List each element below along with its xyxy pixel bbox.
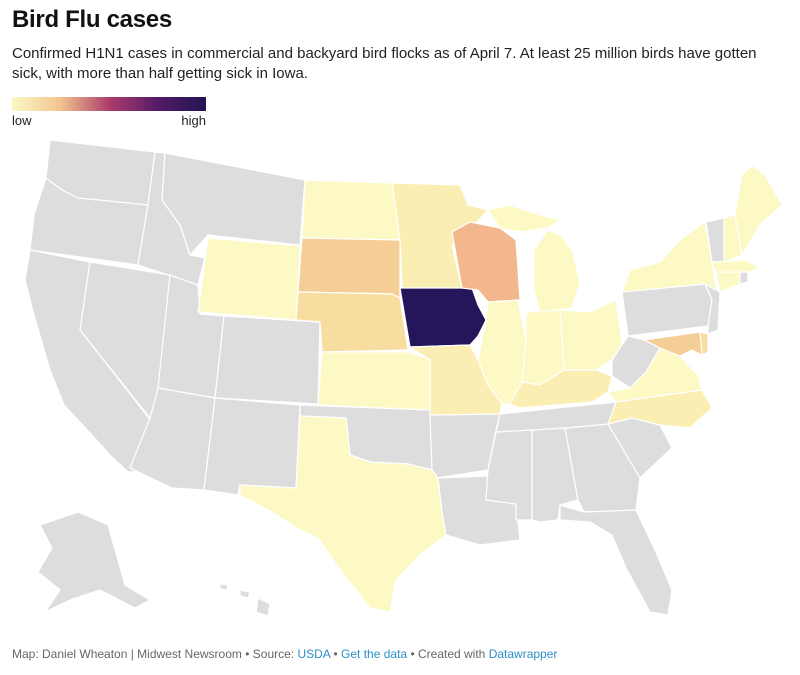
state-michigan-upper[interactable] bbox=[487, 204, 561, 233]
state-ohio[interactable] bbox=[559, 299, 623, 371]
state-florida[interactable] bbox=[559, 504, 673, 616]
datawrapper-link[interactable]: Datawrapper bbox=[488, 647, 558, 661]
state-south-dakota[interactable] bbox=[297, 237, 401, 299]
source-link[interactable]: USDA bbox=[297, 647, 331, 661]
get-data-link[interactable]: Get the data bbox=[341, 647, 408, 661]
state-maine[interactable] bbox=[734, 164, 783, 256]
footer-separator: • bbox=[333, 647, 338, 661]
state-new-mexico[interactable] bbox=[203, 397, 301, 496]
state-north-carolina[interactable] bbox=[607, 389, 713, 429]
state-hawaii-maui[interactable] bbox=[239, 589, 251, 599]
state-illinois[interactable] bbox=[477, 299, 527, 405]
source-label: Source: bbox=[252, 647, 295, 661]
state-kentucky[interactable] bbox=[509, 369, 613, 409]
map-subtitle: Confirmed H1N1 cases in commercial and b… bbox=[12, 45, 757, 82]
map-title: Bird Flu cases bbox=[12, 6, 172, 33]
created-label: Created with bbox=[417, 647, 486, 661]
state-new-york[interactable] bbox=[621, 221, 721, 293]
state-michigan[interactable] bbox=[533, 229, 581, 313]
state-colorado[interactable] bbox=[214, 315, 321, 405]
footer-separator: • bbox=[410, 647, 415, 661]
map-credit: Map: Daniel Wheaton | Midwest Newsroom bbox=[12, 647, 242, 661]
us-states-map bbox=[24, 139, 783, 617]
footer-credits: Map: Daniel Wheaton | Midwest Newsroom •… bbox=[12, 647, 557, 661]
state-hawaii-big[interactable] bbox=[255, 597, 271, 617]
state-nebraska[interactable] bbox=[295, 291, 409, 353]
state-wyoming[interactable] bbox=[197, 237, 301, 321]
state-pennsylvania[interactable] bbox=[621, 283, 713, 337]
state-north-dakota[interactable] bbox=[301, 179, 401, 241]
state-alaska[interactable] bbox=[37, 511, 151, 613]
color-legend: low high bbox=[12, 97, 206, 129]
state-texas[interactable] bbox=[239, 415, 447, 613]
legend-low-label: low bbox=[12, 113, 32, 128]
footer-separator: • bbox=[245, 647, 250, 661]
state-iowa[interactable] bbox=[399, 287, 487, 348]
state-kansas[interactable] bbox=[317, 351, 431, 411]
state-delaware[interactable] bbox=[699, 331, 709, 356]
state-rhode-island[interactable] bbox=[739, 271, 749, 285]
legend-gradient-bar bbox=[12, 97, 206, 111]
state-massachusetts[interactable] bbox=[711, 259, 761, 273]
state-wisconsin[interactable] bbox=[451, 221, 521, 303]
state-hawaii-oahu[interactable] bbox=[219, 583, 229, 591]
state-connecticut[interactable] bbox=[715, 271, 741, 293]
legend-high-label: high bbox=[181, 113, 206, 128]
